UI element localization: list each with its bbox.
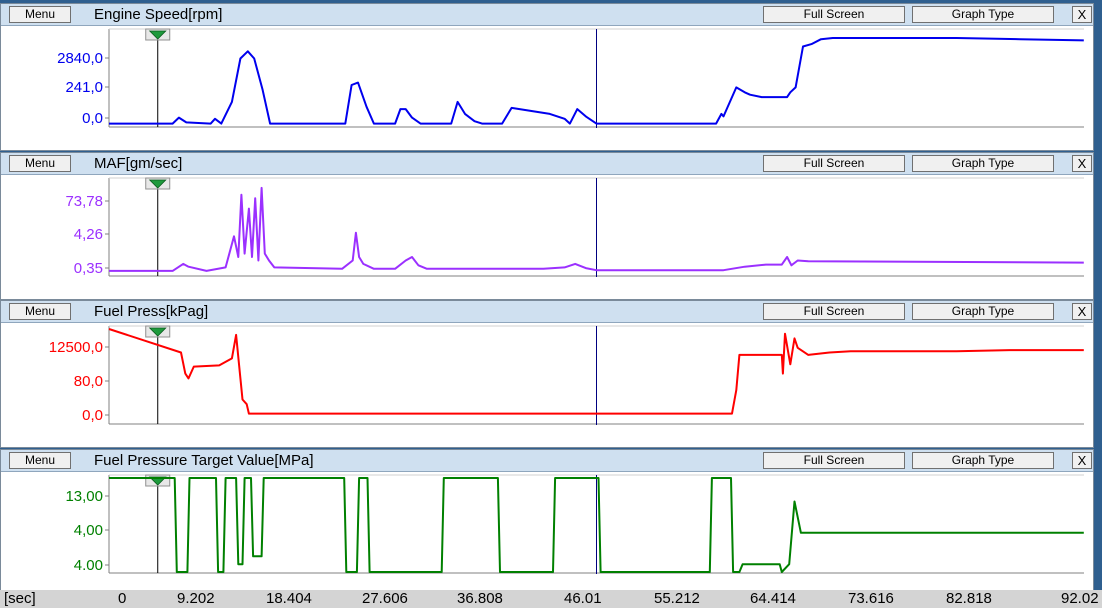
graph-type-button[interactable]: Graph Type <box>912 303 1054 320</box>
panel-header: Menu MAF[gm/sec] Full Screen Graph Type … <box>1 153 1093 175</box>
graph-type-button[interactable]: Graph Type <box>912 6 1054 23</box>
cursor-marker-triangle <box>148 30 167 40</box>
close-button[interactable]: X <box>1072 303 1092 320</box>
fuel-pressure-target-plot[interactable]: 13,00 4,00 4.00 <box>1 472 1095 596</box>
menu-button[interactable]: Menu <box>9 452 71 469</box>
full-screen-button[interactable]: Full Screen <box>763 6 905 23</box>
time-axis: [sec] 0 9.202 18.404 27.606 36.808 46.01… <box>0 590 1102 608</box>
y-tick-label: 2840,0 <box>57 50 103 67</box>
y-tick-label: 0,35 <box>74 260 103 277</box>
x-tick-label: 27.606 <box>362 590 408 607</box>
y-tick-label: 241,0 <box>65 79 103 96</box>
panel-title: Fuel Pressure Target Value[MPa] <box>94 452 314 469</box>
full-screen-button[interactable]: Full Screen <box>763 303 905 320</box>
y-tick-label: 0,0 <box>82 110 103 127</box>
fuel-pressure-target-panel: Menu Fuel Pressure Target Value[MPa] Ful… <box>0 449 1094 597</box>
full-screen-button[interactable]: Full Screen <box>763 452 905 469</box>
graph-type-button[interactable]: Graph Type <box>912 452 1054 469</box>
maf-plot[interactable]: 73,78 4,26 0,35 <box>1 175 1095 299</box>
x-tick-label: 9.202 <box>177 590 215 607</box>
y-tick-label: 12500,0 <box>49 339 103 356</box>
x-tick-label: 46.01 <box>564 590 602 607</box>
y-tick-label: 4,00 <box>74 522 103 539</box>
close-button[interactable]: X <box>1072 6 1092 23</box>
series-line <box>109 186 1084 272</box>
panel-title: MAF[gm/sec] <box>94 155 183 172</box>
series-line <box>109 477 1084 573</box>
maf-panel: Menu MAF[gm/sec] Full Screen Graph Type … <box>0 152 1094 300</box>
y-tick-label: 13,00 <box>65 488 103 505</box>
x-tick-label: 55.212 <box>654 590 700 607</box>
full-screen-button[interactable]: Full Screen <box>763 155 905 172</box>
engine-speed-panel: Menu Engine Speed[rpm] Full Screen Graph… <box>0 3 1094 151</box>
y-tick-label: 0,0 <box>82 407 103 424</box>
panel-header: Menu Fuel Press[kPag] Full Screen Graph … <box>1 301 1093 323</box>
close-button[interactable]: X <box>1072 452 1092 469</box>
series-line <box>108 328 1084 415</box>
x-tick-label: 18.404 <box>266 590 312 607</box>
x-tick-label: 82.818 <box>946 590 992 607</box>
y-tick-label: 4,26 <box>74 226 103 243</box>
menu-button[interactable]: Menu <box>9 6 71 23</box>
panel-title: Fuel Press[kPag] <box>94 303 209 320</box>
panel-header: Menu Fuel Pressure Target Value[MPa] Ful… <box>1 450 1093 472</box>
panel-header: Menu Engine Speed[rpm] Full Screen Graph… <box>1 4 1093 26</box>
graph-type-button[interactable]: Graph Type <box>912 155 1054 172</box>
menu-button[interactable]: Menu <box>9 155 71 172</box>
close-button[interactable]: X <box>1072 155 1092 172</box>
x-tick-label: 36.808 <box>457 590 503 607</box>
cursor-marker-triangle <box>148 179 167 189</box>
panel-title: Engine Speed[rpm] <box>94 6 223 23</box>
x-tick-label: 73.616 <box>848 590 894 607</box>
x-tick-label: 0 <box>118 590 127 607</box>
x-tick-label: 64.414 <box>750 590 796 607</box>
x-axis-unit-label: [sec] <box>4 590 36 607</box>
menu-button[interactable]: Menu <box>9 303 71 320</box>
y-tick-label: 4.00 <box>74 557 103 574</box>
fuel-press-plot[interactable]: 12500,0 80,0 0,0 <box>1 323 1095 447</box>
y-tick-label: 80,0 <box>74 373 103 390</box>
cursor-marker-triangle <box>148 327 167 337</box>
x-tick-label: 92.02 <box>1061 590 1099 607</box>
fuel-press-panel: Menu Fuel Press[kPag] Full Screen Graph … <box>0 300 1094 448</box>
engine-speed-plot[interactable]: 2840,0 241,0 0,0 <box>1 26 1095 150</box>
y-tick-label: 73,78 <box>65 193 103 210</box>
series-line <box>109 37 1084 125</box>
